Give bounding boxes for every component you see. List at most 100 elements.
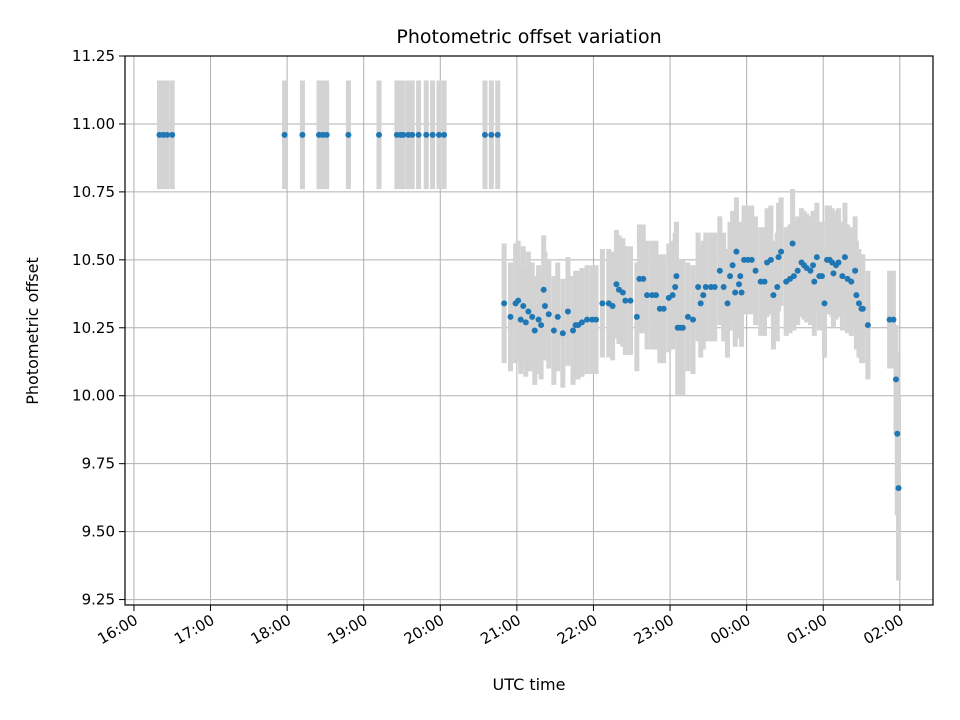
data-point [169,131,176,138]
data-point [541,303,548,310]
data-point [535,316,542,323]
data-point [578,319,585,326]
data-point [727,273,734,280]
x-axis-label: UTC time [493,675,566,694]
data-point [894,430,901,437]
data-point [852,267,859,274]
x-tick-label: 20:00 [401,611,447,648]
data-point [593,316,600,323]
data-point [697,300,704,307]
data-point [821,300,828,307]
x-tick-label: 01:00 [784,611,830,648]
data-point [690,316,697,323]
data-point [702,284,709,291]
data-point [415,131,422,138]
y-tick-label: 11.25 [72,47,115,65]
data-point [790,273,797,280]
data-point [436,131,443,138]
data-point [895,485,902,492]
x-tick-label: 22:00 [554,611,600,648]
y-tick-label: 11.00 [72,115,115,133]
data-point [488,131,495,138]
data-point [695,284,702,291]
data-point [673,273,680,280]
data-point [525,308,532,315]
data-point [441,131,448,138]
error-bars [156,80,902,581]
data-point [423,131,430,138]
data-point [700,292,707,299]
data-point [890,316,897,323]
data-point [429,131,436,138]
data-point [644,292,651,299]
data-point [622,297,629,304]
data-point [627,297,634,304]
data-point [538,322,545,329]
y-tick-label: 10.00 [72,387,115,405]
data-point [345,131,352,138]
data-point [848,278,855,285]
data-point [640,275,647,282]
data-point [653,292,660,299]
data-point [839,273,846,280]
x-axis-ticks: 16:00 17:00 18:00 19:00 20:00 21:00 22:00 23:00… [94,605,907,648]
x-tick-label: 23:00 [631,611,677,648]
data-point [767,256,774,263]
data-point [531,327,538,334]
plot-frame [124,55,934,606]
data-point [613,281,620,288]
data-point [501,300,508,307]
data-point [733,248,740,255]
data-point [522,319,529,326]
data-point [564,308,571,315]
data-point [559,330,566,337]
data-point [778,248,785,255]
x-tick-label: 19:00 [324,611,370,648]
data-point [554,313,561,320]
data-point [570,327,577,334]
data-point [550,327,557,334]
data-point [540,286,547,293]
data-point [729,262,736,269]
data-point [735,281,742,288]
data-point [855,300,862,307]
data-point [775,254,782,261]
data-point [323,131,330,138]
data-point [774,284,781,291]
y-tick-label: 9.50 [82,523,115,541]
data-point [810,262,817,269]
data-point [609,303,616,310]
x-tick-label: 21:00 [477,611,523,648]
data-point [859,305,866,312]
data-point [811,278,818,285]
y-tick-label: 9.25 [82,591,115,609]
y-tick-label: 10.25 [72,319,115,337]
data-point [732,289,739,296]
data-point [376,131,383,138]
data-point [599,300,606,307]
data-point [633,313,640,320]
x-tick-label: 16:00 [94,611,140,648]
data-point [711,284,718,291]
data-point [164,131,171,138]
data-point [770,292,777,299]
data-point [720,284,727,291]
x-tick-label: 00:00 [707,611,753,648]
y-tick-label: 9.75 [82,455,115,473]
data-point [494,131,501,138]
data-points [156,131,902,492]
data-point [299,131,306,138]
data-point [684,313,691,320]
data-point [841,254,848,261]
y-tick-label: 10.75 [72,183,115,201]
data-point [737,273,744,280]
y-axis-ticks: 9.25 9.50 9.75 10.00 10.25 10.50 10.75 11.00 11.… [72,47,125,609]
data-point [409,131,416,138]
data-point [672,284,679,291]
data-point [716,267,723,274]
data-point [619,289,626,296]
data-point [738,289,745,296]
data-point [669,292,676,299]
data-point [807,267,814,274]
